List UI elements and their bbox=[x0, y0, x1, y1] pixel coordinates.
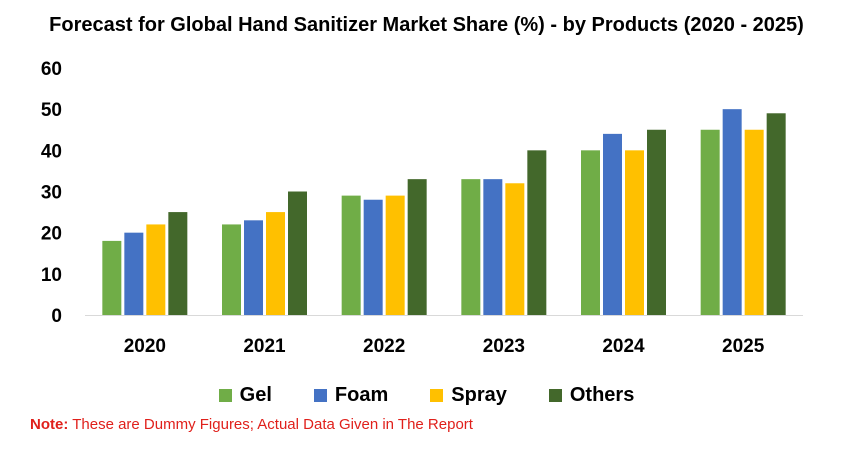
legend-item-others: Others bbox=[548, 384, 635, 407]
legend-label: Spray bbox=[451, 384, 507, 406]
bar-gel-2025 bbox=[700, 129, 720, 315]
bar-others-2022 bbox=[407, 179, 427, 315]
y-tick-label: 30 bbox=[41, 183, 62, 204]
chart-title: Forecast for Global Hand Sanitizer Marke… bbox=[49, 14, 804, 36]
bar-others-2020 bbox=[168, 212, 188, 315]
note: Note: These are Dummy Figures; Actual Da… bbox=[30, 416, 473, 433]
legend-swatch bbox=[313, 389, 327, 402]
legend-label: Gel bbox=[239, 384, 272, 406]
y-tick-label: 10 bbox=[41, 265, 62, 286]
bar-chart: 0 10 20 30 40 50 60 2020 2021 2022 2023 2024 2025 bbox=[41, 59, 803, 357]
bar-spray-2021 bbox=[266, 212, 285, 315]
x-tick-label: 2024 bbox=[602, 336, 645, 357]
legend-swatch bbox=[218, 389, 232, 402]
bar-gel-2023 bbox=[461, 179, 481, 315]
bar-gel-2024 bbox=[581, 150, 600, 315]
x-tick-label: 2022 bbox=[363, 336, 405, 357]
note-text: These are Dummy Figures; Actual Data Giv… bbox=[68, 416, 473, 433]
bar-foam-2025 bbox=[722, 109, 742, 316]
x-tick-label: 2021 bbox=[243, 336, 286, 357]
bar-others-2021 bbox=[288, 191, 307, 315]
x-tick-label: 2023 bbox=[483, 336, 525, 357]
bar-foam-2023 bbox=[483, 179, 503, 315]
bar-spray-2024 bbox=[625, 150, 644, 315]
bar-gel-2020 bbox=[102, 240, 122, 315]
y-axis-labels: 0 10 20 30 40 50 60 bbox=[41, 59, 62, 327]
legend: Gel Foam Spray Others bbox=[0, 384, 853, 407]
y-tick-label: 20 bbox=[41, 224, 62, 245]
y-tick-label: 40 bbox=[41, 141, 62, 162]
x-tick-label: 2025 bbox=[722, 336, 765, 357]
bar-gel-2021 bbox=[222, 224, 241, 315]
legend-label: Others bbox=[569, 384, 635, 406]
bar-foam-2020 bbox=[124, 232, 144, 315]
bar-spray-2023 bbox=[505, 183, 525, 315]
legend-swatch bbox=[548, 389, 562, 402]
x-tick-label: 2020 bbox=[124, 336, 166, 357]
bar-foam-2024 bbox=[603, 133, 622, 315]
legend-item-foam: Foam bbox=[313, 384, 389, 407]
legend-item-spray: Spray bbox=[430, 384, 507, 407]
bar-foam-2022 bbox=[363, 199, 383, 315]
bar-foam-2021 bbox=[244, 220, 263, 315]
y-tick-label: 50 bbox=[41, 100, 62, 121]
legend-swatch bbox=[430, 389, 444, 402]
bar-spray-2022 bbox=[385, 195, 405, 315]
bar-others-2024 bbox=[647, 129, 666, 315]
bar-spray-2020 bbox=[146, 224, 166, 315]
x-axis-labels: 2020 2021 2022 2023 2024 2025 bbox=[124, 336, 765, 357]
y-tick-label: 0 bbox=[51, 306, 62, 327]
legend-item-gel: Gel bbox=[218, 384, 272, 407]
legend-label: Foam bbox=[334, 384, 389, 406]
note-label: Note: bbox=[30, 416, 69, 433]
y-tick-label: 60 bbox=[41, 59, 62, 80]
bar-gel-2022 bbox=[341, 195, 361, 315]
bar-others-2023 bbox=[527, 150, 547, 315]
bar-others-2025 bbox=[766, 113, 786, 316]
bars bbox=[102, 109, 786, 316]
bar-spray-2025 bbox=[744, 129, 764, 315]
